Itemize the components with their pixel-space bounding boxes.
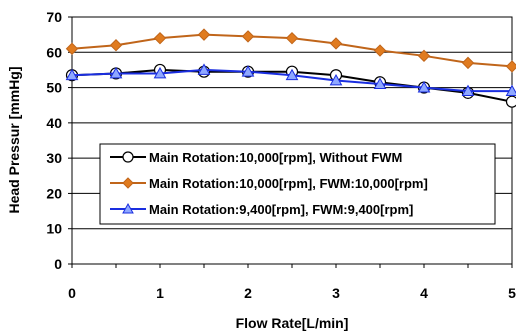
legend-entry: Main Rotation:10,000[rpm], FWM:10,000[rp… xyxy=(110,176,428,191)
x-tick-label: 5 xyxy=(508,285,516,301)
data-point-triangle xyxy=(373,77,387,89)
y-tick-label: 60 xyxy=(46,44,62,60)
x-axis-ticks: 0 1 2 3 4 5 xyxy=(68,264,516,301)
x-tick-label: 2 xyxy=(244,285,252,301)
data-point-triangle xyxy=(417,81,431,93)
data-point-triangle xyxy=(241,65,255,77)
data-point-diamond xyxy=(65,42,79,55)
y-tick-label: 20 xyxy=(46,185,62,201)
data-point-triangle xyxy=(122,202,134,214)
legend-box xyxy=(99,143,496,225)
data-point-diamond xyxy=(505,60,516,73)
data-point-triangle xyxy=(65,68,79,81)
data-point-triangle xyxy=(329,73,343,86)
data-point-diamond xyxy=(241,30,255,43)
y-tick-label: 50 xyxy=(46,80,62,96)
data-point-diamond xyxy=(153,31,167,45)
data-point-diamond xyxy=(417,49,431,63)
series-2 xyxy=(65,28,516,73)
x-tick-label: 3 xyxy=(332,285,340,301)
y-tick-label: 0 xyxy=(54,256,62,272)
series-3 xyxy=(65,63,516,96)
legend-entry: Main Rotation:9,400[rpm], FWM:9,400[rpm] xyxy=(110,202,413,217)
legend-entry: Main Rotation:10,000[rpm], Without FWM xyxy=(110,150,402,165)
data-point-diamond xyxy=(329,37,343,50)
legend-label: Main Rotation:10,000[rpm], FWM:10,000[rp… xyxy=(149,176,428,191)
data-point-triangle xyxy=(153,66,167,79)
x-tick-label: 0 xyxy=(68,285,76,301)
legend-label: Main Rotation:9,400[rpm], FWM:9,400[rpm] xyxy=(149,202,413,217)
data-point-diamond xyxy=(197,28,211,41)
legend-label: Main Rotation:10,000[rpm], Without FWM xyxy=(149,150,402,165)
x-axis-title: Flow Rate[L/min] xyxy=(236,315,349,331)
data-series xyxy=(65,28,516,108)
legend: Main Rotation:10,000[rpm], Without FWM Ma… xyxy=(99,143,496,225)
y-tick-label: 10 xyxy=(46,221,62,237)
data-point-circle xyxy=(122,151,134,163)
x-tick-label: 4 xyxy=(420,285,428,301)
data-point-diamond xyxy=(109,39,123,52)
y-axis-title: Head Pressur [mmHg] xyxy=(6,66,22,213)
plot-frame xyxy=(71,16,513,265)
y-tick-label: 70 xyxy=(46,9,62,25)
x-tick-label: 1 xyxy=(156,285,164,301)
data-point-circle xyxy=(505,95,516,108)
data-point-triangle xyxy=(461,84,475,96)
data-point-diamond xyxy=(461,56,475,70)
data-point-diamond xyxy=(285,31,299,45)
data-point-triangle xyxy=(109,66,123,79)
y-tick-label: 40 xyxy=(46,115,62,131)
data-point-diamond xyxy=(122,177,134,189)
y-tick-label: 30 xyxy=(46,150,62,166)
data-point-diamond xyxy=(373,44,387,57)
y-axis-ticks: 0 10 20 30 40 50 60 70 xyxy=(46,9,72,272)
data-point-triangle xyxy=(285,68,299,81)
data-point-triangle xyxy=(197,63,211,75)
data-point-triangle xyxy=(505,84,516,96)
